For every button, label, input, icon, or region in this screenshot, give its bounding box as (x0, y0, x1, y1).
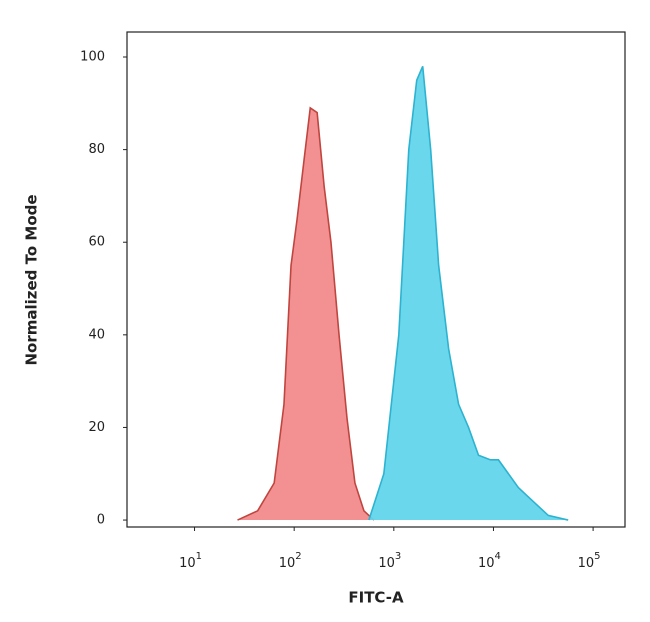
x-tick-exponent: 5 (594, 551, 600, 562)
x-tick-exponent: 1 (196, 551, 202, 562)
x-tick-base: 10 (478, 556, 495, 571)
x-tick-label: 103 (378, 551, 401, 571)
x-tick-exponent: 3 (395, 551, 401, 562)
x-tick-base: 10 (279, 556, 296, 571)
x-tick-exponent: 2 (295, 551, 301, 562)
x-tick-label: 102 (279, 551, 302, 571)
y-tick-label: 100 (80, 50, 105, 65)
x-tick-base: 10 (578, 556, 595, 571)
area-edge (237, 106, 375, 521)
plot-frame (126, 31, 626, 528)
y-axis-label: Normalized To Mode (23, 194, 41, 365)
y-tick-label: 0 (97, 513, 105, 528)
x-tick-base: 10 (179, 556, 196, 571)
area-fill (237, 107, 374, 521)
x-tick-label: 101 (179, 551, 202, 571)
x-axis-label: FITC-A (348, 589, 404, 607)
area-edge (368, 65, 569, 521)
y-tick-label: 20 (88, 420, 105, 435)
x-tick-label: 104 (478, 551, 501, 571)
y-tick-label: 60 (88, 235, 105, 250)
y-tick-label: 80 (88, 142, 105, 157)
y-tick-label: 40 (88, 327, 105, 342)
x-tick-base: 10 (378, 556, 395, 571)
area-fill (368, 66, 569, 521)
x-tick-label: 105 (578, 551, 601, 571)
x-tick-exponent: 4 (495, 551, 501, 562)
